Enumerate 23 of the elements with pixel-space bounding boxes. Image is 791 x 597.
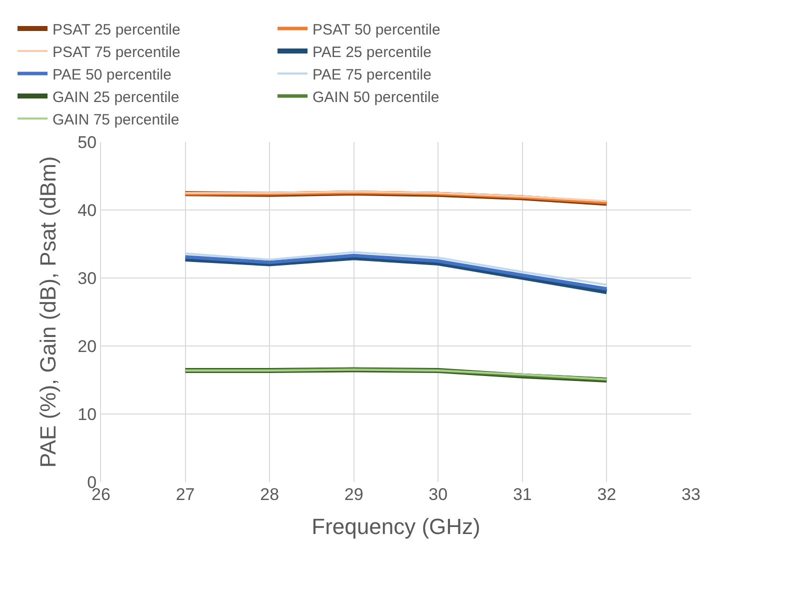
x-tick-label: 33	[682, 485, 700, 504]
x-tick-label: 29	[344, 485, 364, 504]
x-tick-label: 31	[512, 485, 532, 504]
x-axis-title: Frequency (GHz)	[312, 514, 480, 539]
legend-label: PSAT 50 percentile	[312, 21, 440, 38]
x-tick-label: 30	[428, 485, 448, 504]
legend-label: PSAT 75 percentile	[52, 44, 180, 61]
y-tick-label: 10	[78, 404, 97, 424]
y-tick-label: 20	[78, 336, 97, 356]
legend-label: GAIN 75 percentile	[52, 111, 180, 128]
legend-label: GAIN 25 percentile	[52, 88, 180, 106]
x-tick-label: 32	[597, 485, 616, 504]
legend-label: GAIN 50 percentile	[312, 88, 440, 106]
y-tick-label: 40	[78, 200, 97, 220]
legend-label: PAE 75 percentile	[312, 66, 432, 84]
legend-label: PAE 50 percentile	[52, 66, 172, 84]
legend-label: PAE 25 percentile	[312, 44, 432, 61]
x-tick-label: 27	[176, 485, 195, 504]
x-tick-label: 28	[260, 485, 280, 504]
y-axis-title: PAE (%), Gain (dB), Psat (dBm)	[35, 156, 60, 468]
y-tick-label: 50	[78, 132, 97, 152]
y-tick-label: 30	[78, 268, 97, 288]
legend-label: PSAT 25 percentile	[52, 21, 180, 38]
